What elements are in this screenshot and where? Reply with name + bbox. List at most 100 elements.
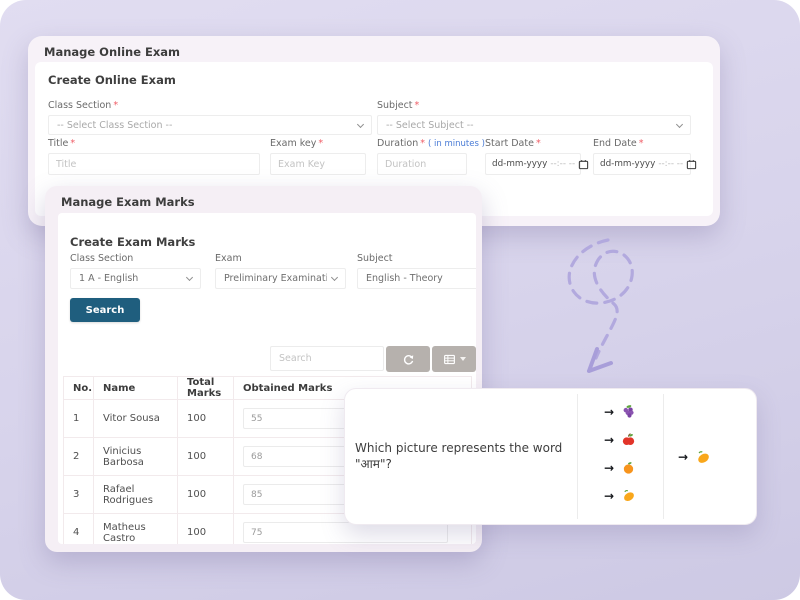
cell-name: Vinicius Barbosa bbox=[93, 437, 178, 476]
cell-no: 2 bbox=[63, 437, 94, 476]
cell-total: 100 bbox=[177, 399, 234, 438]
selected-value: Preliminary Examination bbox=[224, 273, 327, 284]
cell-no: 1 bbox=[63, 399, 94, 438]
label-text: End Date bbox=[593, 138, 637, 149]
chevron-down-icon bbox=[185, 273, 194, 282]
option-apple: → bbox=[604, 432, 636, 447]
label-text: Exam key bbox=[270, 138, 317, 149]
class-section-select[interactable]: 1 A - English bbox=[70, 268, 201, 289]
selected-value: -- Select Subject -- bbox=[386, 119, 474, 131]
divider bbox=[577, 394, 578, 519]
exam-label: Exam bbox=[215, 253, 242, 264]
required-mark: * bbox=[113, 100, 119, 111]
date-text: dd-mm-yyyy bbox=[492, 159, 548, 169]
options-column: → → → bbox=[577, 386, 663, 521]
cell-total: 100 bbox=[177, 437, 234, 476]
table-search-input[interactable] bbox=[270, 346, 384, 371]
date-text: dd-mm-yyyy bbox=[600, 159, 656, 169]
duration-field: Duration *( in minutes ) bbox=[377, 138, 485, 175]
duration-label: Duration *( in minutes ) bbox=[377, 138, 485, 149]
exam-key-field: Exam key * bbox=[270, 138, 366, 175]
duration-hint: ( in minutes ) bbox=[428, 139, 485, 149]
end-date-input[interactable]: dd-mm-yyyy --:-- -- bbox=[593, 153, 697, 175]
start-date-input[interactable]: dd-mm-yyyy --:-- -- bbox=[485, 153, 589, 175]
required-mark: * bbox=[535, 138, 541, 149]
refresh-button[interactable] bbox=[386, 346, 430, 372]
grapes-icon bbox=[623, 405, 634, 418]
obtained-marks-input[interactable] bbox=[243, 522, 448, 543]
apple-icon bbox=[622, 433, 635, 445]
label-text: Title bbox=[48, 138, 69, 149]
caret-down-icon bbox=[459, 357, 466, 361]
section-title: Create Exam Marks bbox=[70, 235, 196, 249]
question-text: Which picture represents the word "आम"? bbox=[355, 441, 563, 471]
calendar-icon bbox=[686, 159, 697, 169]
end-date-field: End Date * dd-mm-yyyy --:-- -- bbox=[593, 138, 697, 175]
class-section-label: Class Section bbox=[70, 253, 134, 264]
arrow-icon: → bbox=[603, 432, 615, 447]
label-text: Class Section bbox=[48, 100, 112, 111]
subject-field: Subject * -- Select Subject -- bbox=[377, 100, 691, 135]
cell-total: 100 bbox=[177, 475, 234, 514]
columns-dropdown-icon bbox=[443, 354, 455, 364]
exam-select[interactable]: Preliminary Examination bbox=[215, 268, 346, 289]
class-section-select[interactable]: -- Select Class Section -- bbox=[48, 115, 372, 135]
subject-field: Subject English - Theory bbox=[357, 253, 476, 289]
end-date-label: End Date * bbox=[593, 138, 691, 149]
subject-select[interactable]: English - Theory bbox=[357, 268, 476, 289]
cell-no: 3 bbox=[63, 475, 94, 514]
title-field: Title * bbox=[48, 138, 260, 175]
arrow-icon: → bbox=[677, 449, 689, 464]
option-mango: → bbox=[604, 488, 636, 503]
col-total-marks: Total Marks bbox=[177, 376, 234, 400]
required-mark: * bbox=[638, 138, 644, 149]
arrow-icon: → bbox=[603, 404, 615, 419]
cell-name: Rafael Rodrigues bbox=[93, 475, 178, 514]
question-card: Which picture represents the word "आम"? … bbox=[344, 388, 757, 525]
refresh-icon bbox=[403, 354, 413, 365]
option-grapes: → bbox=[604, 404, 636, 419]
exam-key-input[interactable] bbox=[270, 153, 366, 175]
selected-value: English - Theory bbox=[366, 273, 443, 284]
option-orange: → bbox=[604, 460, 636, 475]
columns-dropdown-button[interactable] bbox=[432, 346, 476, 372]
mango-icon bbox=[624, 490, 634, 501]
cell-no: 4 bbox=[63, 513, 94, 544]
answer-column: → bbox=[663, 389, 756, 524]
selected-value: -- Select Class Section -- bbox=[57, 119, 173, 131]
card-title: Manage Exam Marks bbox=[61, 195, 195, 209]
section-title: Create Online Exam bbox=[48, 73, 176, 87]
required-mark: * bbox=[414, 100, 420, 111]
required-mark: * bbox=[420, 138, 426, 149]
subject-select[interactable]: -- Select Subject -- bbox=[377, 115, 691, 135]
subject-label: Subject bbox=[357, 253, 393, 264]
start-date-label: Start Date * bbox=[485, 138, 581, 149]
arrow-icon: → bbox=[603, 488, 615, 503]
col-name: Name bbox=[93, 376, 178, 400]
answer-mango: → bbox=[678, 449, 711, 465]
orange-icon bbox=[623, 462, 634, 474]
chevron-down-icon bbox=[675, 120, 684, 129]
mango-icon bbox=[698, 450, 709, 463]
class-section-label: Class Section * bbox=[48, 100, 372, 111]
title-label: Title * bbox=[48, 138, 260, 149]
col-no: No. bbox=[63, 376, 94, 400]
table-toolbar bbox=[386, 346, 476, 372]
required-mark: * bbox=[318, 138, 324, 149]
label-text: Duration bbox=[377, 138, 419, 149]
class-section-field: Class Section * -- Select Class Section -… bbox=[48, 100, 372, 135]
divider bbox=[663, 394, 664, 519]
time-text: --:-- -- bbox=[550, 159, 576, 169]
calendar-icon bbox=[578, 159, 589, 169]
time-text: --:-- -- bbox=[658, 159, 684, 169]
selected-value: 1 A - English bbox=[79, 273, 139, 284]
title-input[interactable] bbox=[48, 153, 260, 175]
search-button[interactable]: Search bbox=[70, 298, 140, 322]
duration-input[interactable] bbox=[377, 153, 467, 175]
card-title: Manage Online Exam bbox=[44, 45, 181, 59]
arrow-icon: → bbox=[603, 460, 615, 475]
dashed-arrow-doodle bbox=[567, 238, 634, 373]
cell-total: 100 bbox=[177, 513, 234, 544]
exam-field: Exam Preliminary Examination bbox=[215, 253, 346, 289]
